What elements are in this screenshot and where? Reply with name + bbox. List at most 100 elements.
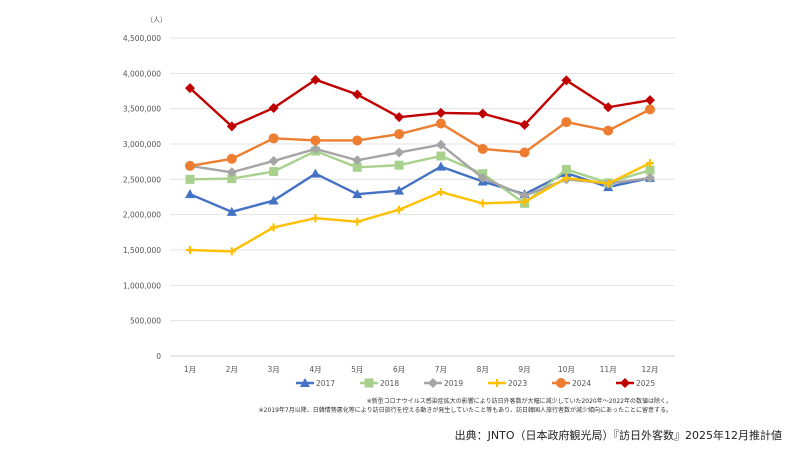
data-point-2025 [561, 75, 572, 86]
x-tick-label: 2月 [226, 365, 238, 374]
data-point-2024 [477, 143, 488, 154]
y-tick-label: 1,000,000 [123, 281, 161, 290]
data-point-2019 [645, 172, 655, 183]
series-line-2024 [189, 108, 651, 168]
series-line-2017 [189, 165, 651, 214]
legend-marker-2017 [300, 378, 310, 387]
data-point-2018 [352, 162, 362, 172]
x-tick-label: 6月 [393, 365, 405, 374]
legend-label: 2019 [444, 379, 463, 388]
data-point-2023 [646, 159, 654, 168]
data-point-2018 [436, 151, 446, 161]
series-line-2019 [189, 143, 651, 197]
y-tick-label: 500,000 [130, 317, 161, 326]
x-tick-label: 11月 [600, 365, 617, 374]
x-tick-label: 10月 [558, 365, 575, 374]
data-point-2024 [268, 133, 279, 144]
data-point-2024 [645, 104, 655, 115]
chart-note: ※新型コロナウイルス感染症拡大の影響により訪日外客数が大幅に減少していた2020… [366, 398, 672, 405]
data-point-2019 [394, 147, 405, 158]
data-point-2025 [435, 107, 446, 118]
data-point-2025 [645, 95, 655, 106]
data-point-2018 [227, 174, 237, 184]
data-point-2019 [519, 190, 530, 201]
data-point-2024 [352, 135, 363, 146]
data-point-2017 [435, 161, 446, 171]
data-point-2018 [645, 165, 655, 175]
data-point-2018 [394, 160, 404, 170]
data-point-2017 [226, 206, 237, 216]
x-tick-label: 9月 [518, 365, 530, 374]
data-point-2019 [268, 155, 279, 166]
series-line-2018 [189, 149, 651, 205]
legend-marker-2019 [428, 378, 438, 388]
data-point-2023 [269, 223, 278, 232]
data-point-2018 [269, 167, 279, 177]
data-point-2023 [186, 246, 194, 254]
data-point-2023 [520, 197, 529, 206]
data-point-2025 [352, 89, 363, 100]
x-tick-label: 5月 [351, 365, 363, 374]
y-tick-label: 4,000,000 [123, 69, 161, 78]
x-tick-label: 8月 [477, 365, 489, 374]
data-point-2025 [310, 74, 321, 85]
data-point-2025 [477, 108, 488, 119]
data-point-2023 [604, 179, 613, 188]
x-tick-label: 7月 [435, 365, 447, 374]
data-point-2023 [436, 188, 445, 197]
data-point-2023 [227, 247, 236, 256]
data-point-2017 [310, 168, 321, 178]
data-point-2024 [519, 147, 530, 158]
data-point-2025 [268, 102, 279, 113]
legend-label: 2017 [316, 379, 335, 388]
chart-note: ※2019年7月以降、日韓情勢悪化等により訪日旅行を控える動きが発生していたこと… [258, 407, 672, 414]
y-tick-label: 0 [156, 352, 161, 361]
data-point-2017 [268, 195, 279, 205]
y-tick-label: 2,500,000 [123, 175, 161, 184]
y-tick-label: 3,500,000 [123, 105, 161, 114]
x-tick-label: 3月 [267, 365, 279, 374]
data-point-2018 [185, 174, 195, 184]
legend-label: 2024 [572, 379, 591, 388]
data-point-2025 [185, 83, 195, 94]
series-line-2025 [189, 78, 651, 128]
data-point-2024 [394, 129, 405, 140]
x-tick-label: 1月 [184, 365, 196, 374]
data-point-2023 [353, 217, 362, 226]
data-point-2017 [352, 189, 363, 199]
data-point-2023 [311, 214, 320, 223]
source-caption: 出典：JNTO（日本政府観光局）『訪日外客数』2025年12月推計値 [454, 429, 782, 442]
x-tick-label: 12月 [641, 365, 658, 374]
data-point-2023 [562, 173, 571, 182]
y-unit-label: （人） [146, 16, 167, 24]
data-point-2024 [310, 135, 321, 146]
y-tick-label: 2,000,000 [123, 211, 161, 220]
legend-marker-2018 [364, 378, 374, 388]
legend-marker-2025 [620, 378, 630, 388]
x-tick-label: 4月 [309, 365, 321, 374]
data-point-2019 [477, 172, 488, 183]
data-point-2025 [603, 102, 614, 113]
data-point-2025 [394, 112, 405, 123]
legend-marker-2023 [493, 379, 501, 387]
data-point-2024 [561, 117, 572, 128]
data-point-2019 [310, 143, 321, 154]
data-point-2024 [603, 125, 614, 136]
data-point-2019 [226, 167, 237, 178]
legend-label: 2025 [636, 379, 655, 388]
y-tick-label: 1,500,000 [123, 246, 161, 255]
legend-label: 2018 [380, 379, 399, 388]
data-point-2024 [226, 153, 237, 164]
legend-marker-2024 [556, 378, 566, 388]
series-line-2023 [189, 162, 651, 253]
y-tick-label: 4,500,000 [123, 34, 161, 43]
data-point-2017 [394, 185, 405, 195]
data-point-2019 [435, 139, 446, 150]
data-point-2019 [352, 155, 363, 166]
legend-label: 2023 [508, 379, 527, 388]
data-point-2025 [519, 119, 530, 130]
data-point-2017 [185, 189, 195, 199]
data-point-2023 [478, 199, 487, 208]
data-point-2018 [561, 164, 571, 174]
